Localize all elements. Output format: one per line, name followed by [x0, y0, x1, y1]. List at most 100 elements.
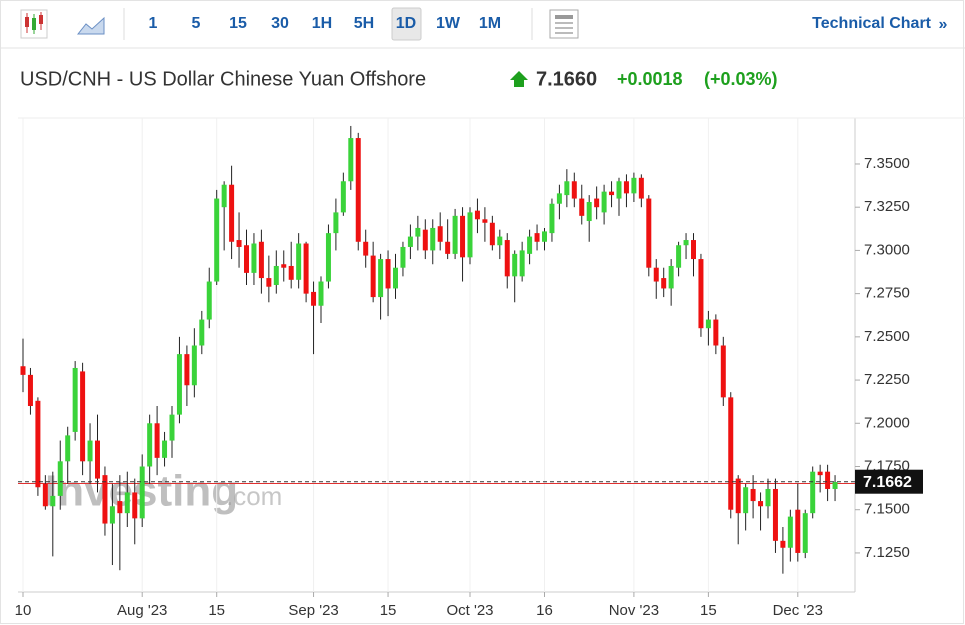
candle-body: [832, 482, 838, 489]
candle-body: [206, 281, 212, 320]
technical-chart-link[interactable]: Technical Chart: [812, 15, 932, 32]
candle-body: [825, 471, 831, 489]
candle-body: [333, 212, 339, 234]
x-tick-label: Dec '23: [773, 602, 823, 619]
candle-body: [229, 184, 235, 242]
candle-body: [616, 181, 622, 199]
x-tick-label: 15: [208, 602, 225, 619]
candle-body: [802, 513, 808, 553]
icon-bar: [555, 22, 573, 24]
candle-body: [750, 488, 756, 502]
candle-body: [460, 215, 466, 258]
interval-button[interactable]: 1W: [436, 15, 461, 32]
candle-body: [162, 440, 168, 458]
candle-body: [482, 219, 488, 223]
x-tick-label: 15: [700, 602, 717, 619]
icon-body: [25, 17, 29, 27]
candle-body: [407, 236, 413, 247]
y-tick-label: 7.1500: [864, 501, 910, 518]
candle-body: [42, 483, 48, 507]
interval-button[interactable]: 30: [271, 15, 289, 32]
candle-body: [661, 278, 667, 289]
candle-body: [258, 241, 264, 279]
candle-body: [728, 397, 734, 510]
candle-body: [191, 345, 197, 386]
candle-body: [72, 367, 78, 432]
change: +0.0018: [617, 69, 683, 89]
candle-body: [609, 191, 615, 196]
candle-body: [214, 198, 220, 282]
candle-body: [415, 227, 421, 237]
candle-body: [705, 319, 711, 329]
candle-body: [504, 240, 510, 277]
candle-body: [735, 478, 741, 514]
candle-body: [27, 374, 33, 406]
candle-body: [370, 255, 376, 298]
candle-body: [221, 184, 227, 208]
icon-bar: [555, 27, 573, 29]
candle-body: [176, 354, 182, 415]
area-icon[interactable]: [76, 16, 105, 35]
candle-body: [311, 291, 317, 306]
more-arrow[interactable]: »: [939, 16, 948, 33]
candle-body: [646, 198, 652, 268]
x-tick-label: 16: [536, 602, 553, 619]
candle-body: [199, 319, 205, 346]
candle-body: [273, 265, 279, 285]
icon-bar: [555, 15, 573, 19]
y-tick-label: 7.3000: [864, 241, 910, 258]
candle-body: [35, 400, 41, 488]
candle-body: [318, 281, 324, 306]
candle-body: [363, 241, 369, 256]
active-interval-bg: [391, 7, 422, 41]
y-tick-label: 7.3500: [864, 155, 910, 172]
candle-body: [184, 354, 190, 386]
candle-body: [474, 210, 480, 220]
change-pct: (+0.03%): [704, 69, 778, 89]
symbol-title: USD/CNH - US Dollar Chinese Yuan Offshor…: [20, 68, 426, 90]
candle-body: [810, 471, 816, 514]
candle-body: [139, 466, 145, 519]
interval-button[interactable]: 1M: [479, 15, 501, 32]
candle-icon[interactable]: [20, 9, 48, 39]
interval-button[interactable]: 5H: [354, 15, 374, 32]
interval-button[interactable]: 15: [229, 15, 247, 32]
interval-button[interactable]: 1H: [312, 15, 332, 32]
layout-icon[interactable]: [549, 9, 579, 39]
candle-body: [549, 203, 555, 234]
candle-body: [303, 243, 309, 294]
candle-body: [400, 246, 406, 268]
candle-body: [586, 202, 592, 222]
candle-body: [340, 181, 346, 213]
interval-button[interactable]: 1: [149, 15, 158, 32]
candle-body: [817, 471, 823, 476]
candle-body: [676, 245, 682, 268]
y-tick-label: 7.3250: [864, 198, 910, 215]
icon-bar: [555, 32, 573, 34]
candle-body: [117, 501, 123, 514]
y-tick-label: 7.2500: [864, 328, 910, 345]
candle-body: [102, 475, 108, 524]
candle-body: [571, 181, 577, 199]
candle-body: [296, 243, 302, 280]
interval-button[interactable]: 1D: [396, 15, 416, 32]
candle-body: [393, 267, 398, 289]
candle-body: [348, 138, 354, 182]
candle-body: [430, 227, 436, 251]
candle-body: [668, 265, 674, 289]
candle-body: [288, 265, 294, 280]
candle-body: [698, 259, 704, 329]
icon-body: [32, 18, 36, 30]
up-arrow: [510, 71, 528, 87]
watermark-suffix: .com: [226, 481, 282, 511]
y-tick-label: 7.2750: [864, 285, 910, 302]
icon-body: [39, 15, 43, 24]
candle-body: [691, 240, 696, 260]
candle-body: [631, 177, 637, 194]
interval-button[interactable]: 5: [192, 15, 201, 32]
candle-body: [638, 177, 644, 199]
candle-body: [236, 240, 242, 247]
candle-body: [169, 414, 175, 441]
candle-body: [795, 509, 801, 553]
